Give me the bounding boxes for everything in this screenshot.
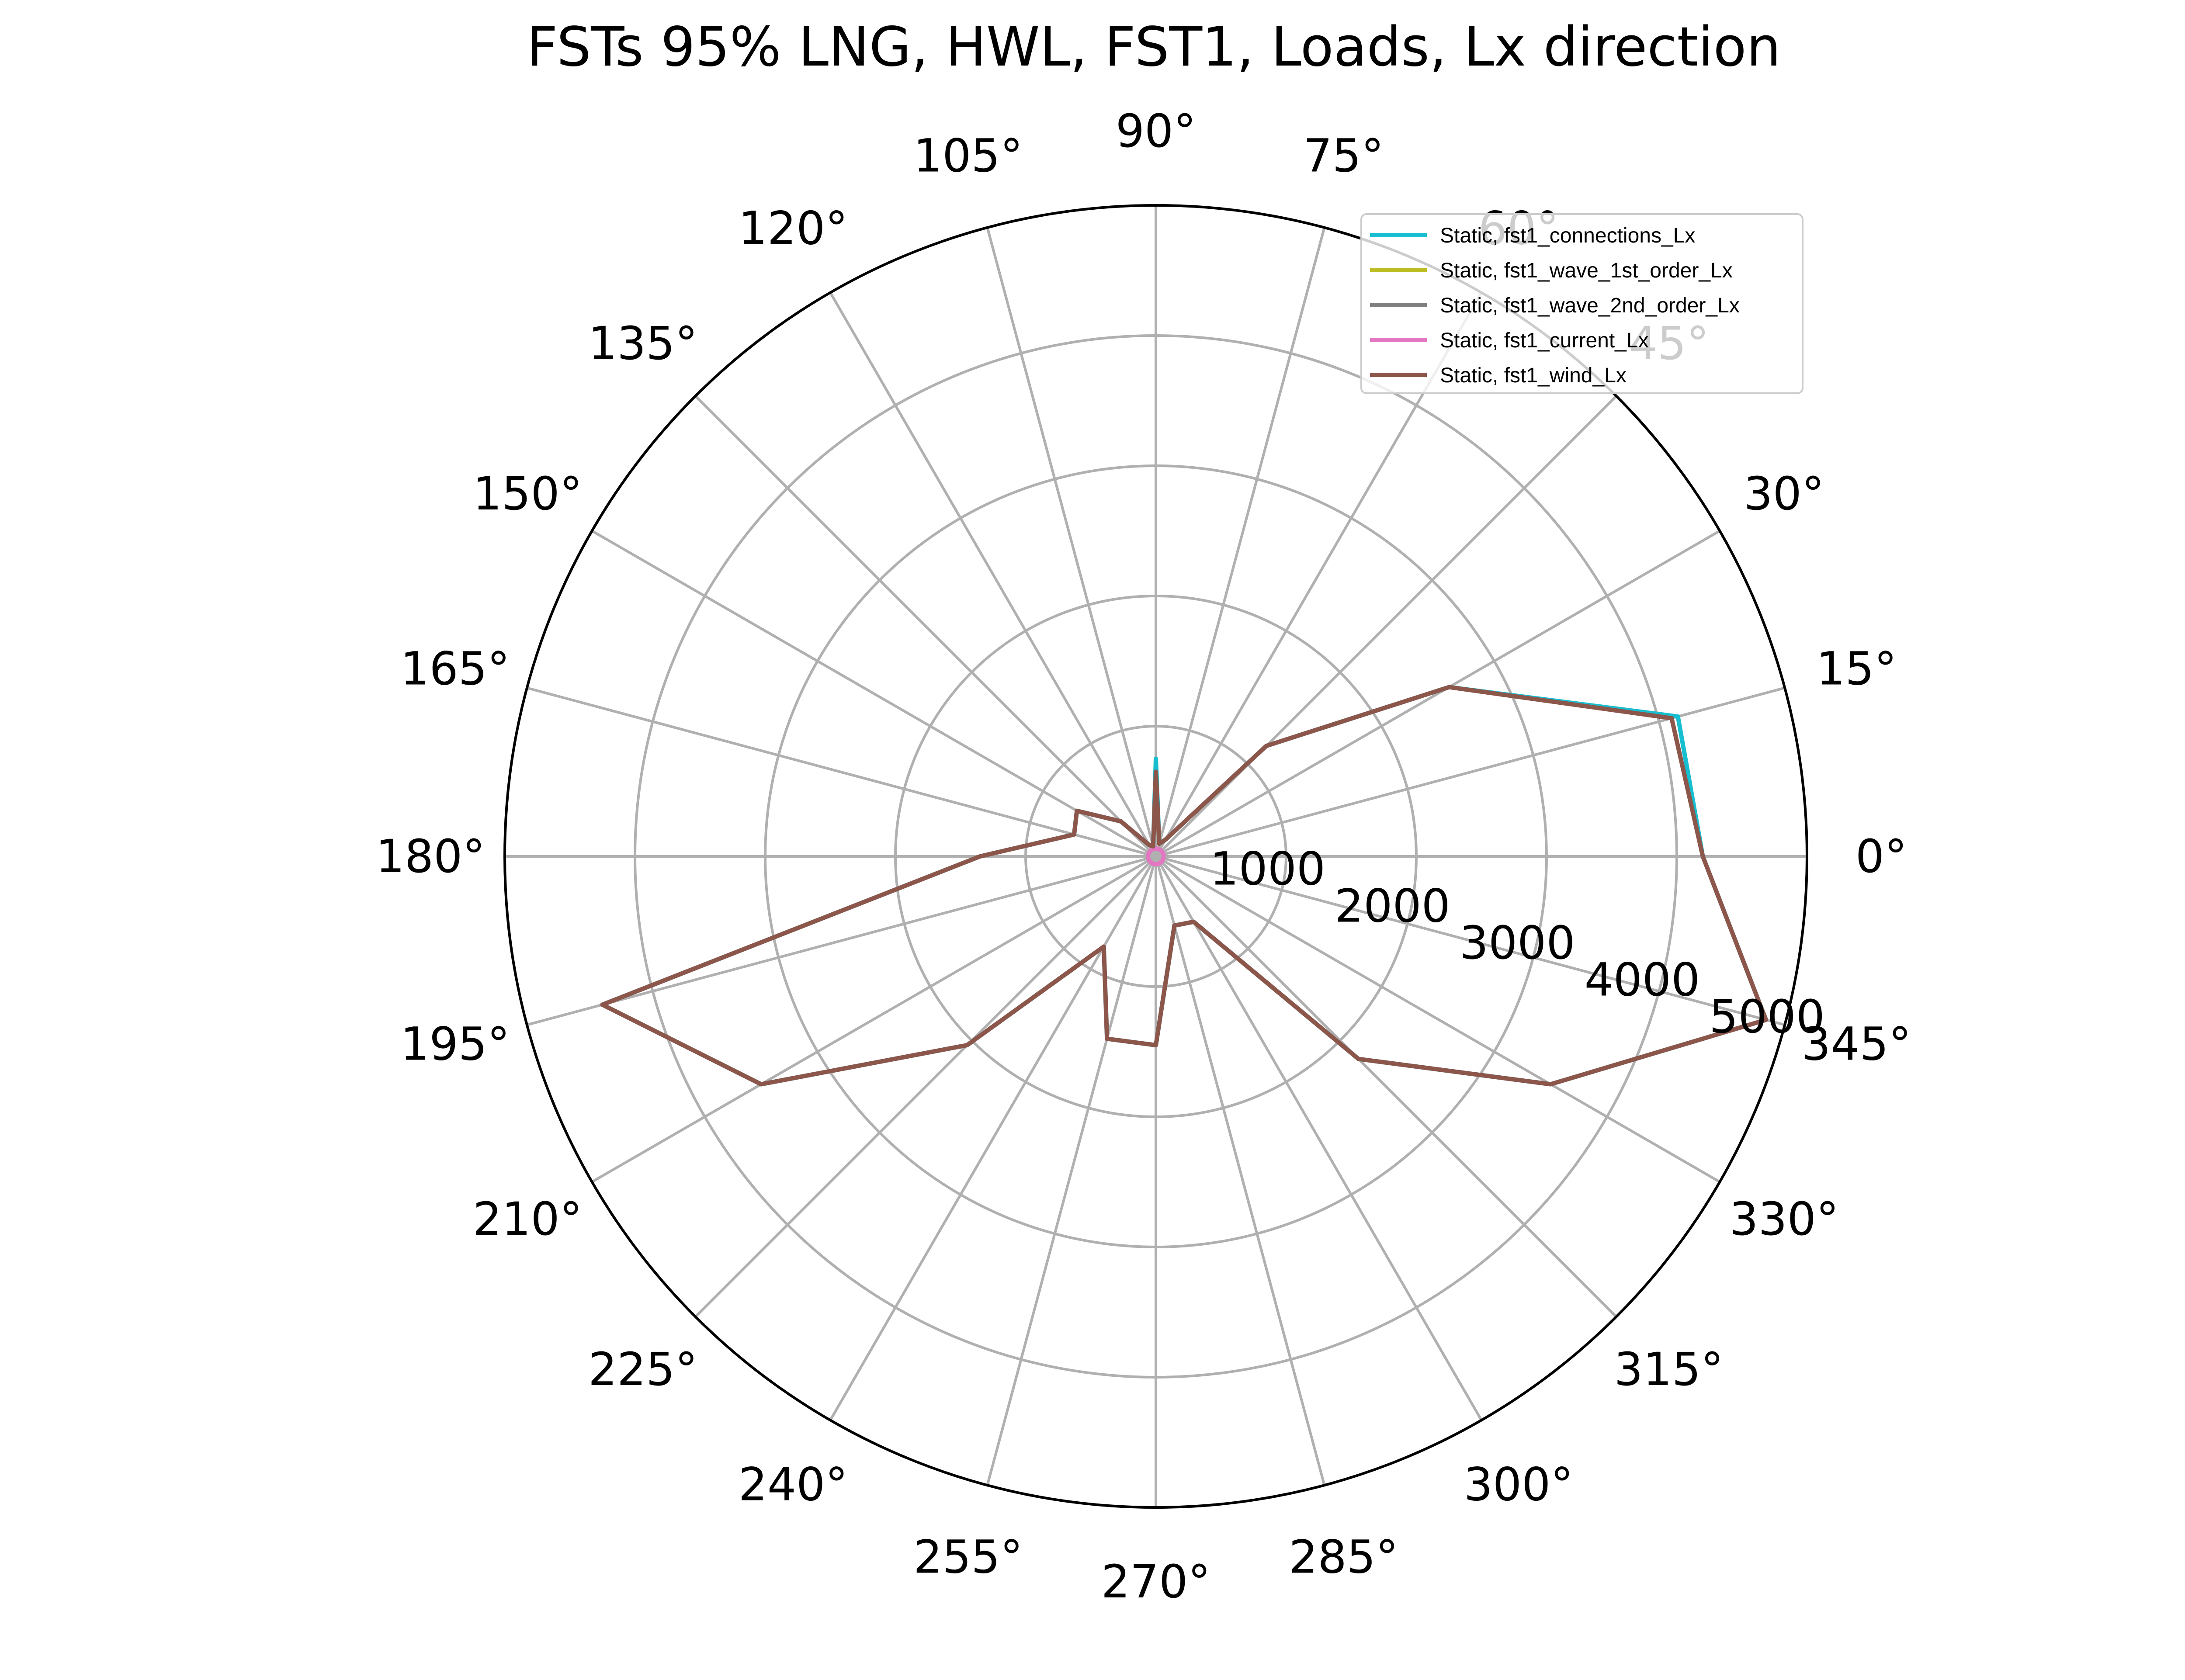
- theta-tick-label: 240°: [739, 1458, 848, 1511]
- theta-tick-label: 315°: [1614, 1343, 1724, 1396]
- theta-gridline-120: [829, 292, 1157, 857]
- theta-tick-label: 300°: [1464, 1458, 1574, 1511]
- theta-tick-label: 225°: [588, 1343, 698, 1396]
- theta-tick-label: 135°: [588, 317, 698, 370]
- theta-gridline-195: [526, 855, 1156, 1026]
- theta-tick-label: 120°: [739, 201, 848, 255]
- theta-gridline-240: [829, 856, 1157, 1421]
- r-tick-label: 5000: [1709, 990, 1825, 1043]
- theta-tick-label: 210°: [473, 1192, 583, 1246]
- label-layer: 0°15°30°45°60°75°90°105°120°135°150°165°…: [376, 104, 1911, 1608]
- theta-gridline-315: [1155, 855, 1617, 1318]
- r-tick-label: 2000: [1335, 879, 1450, 932]
- theta-tick-label: 75°: [1303, 129, 1384, 183]
- theta-gridline-135: [694, 395, 1157, 858]
- theta-tick-label: 105°: [913, 129, 1023, 183]
- theta-tick-label: 30°: [1744, 467, 1824, 520]
- theta-tick-label: 15°: [1816, 642, 1897, 695]
- theta-tick-label: 270°: [1101, 1555, 1211, 1608]
- legend-box: [1360, 213, 1803, 394]
- r-tick-label: 1000: [1210, 842, 1325, 896]
- theta-tick-label: 195°: [400, 1018, 510, 1071]
- theta-gridline-345: [1155, 855, 1786, 1026]
- theta-tick-label: 285°: [1289, 1530, 1398, 1583]
- theta-gridline-15: [1155, 686, 1786, 858]
- theta-gridline-210: [591, 855, 1157, 1183]
- theta-gridline-300: [1155, 856, 1483, 1421]
- theta-tick-label: 150°: [473, 467, 583, 520]
- theta-gridline-330: [1155, 855, 1720, 1183]
- theta-gridline-255: [986, 856, 1157, 1486]
- polar-frame: [503, 204, 1808, 1509]
- legend: Static, fst1_connections_Lx Static, fst1_…: [1360, 213, 1803, 394]
- legend-entry-label: Static, fst1_wave_1st_order_Lx: [1440, 259, 1733, 282]
- legend-entry-label: Static, fst1_wind_Lx: [1440, 364, 1627, 387]
- theta-tick-label: 0°: [1856, 830, 1907, 883]
- theta-tick-label: 180°: [376, 830, 486, 883]
- chart-title: FSTs 95% LNG, HWL, FST1, Loads, Lx direc…: [527, 16, 1781, 79]
- theta-tick-label: 165°: [400, 642, 510, 695]
- theta-tick-label: 255°: [913, 1530, 1023, 1583]
- theta-gridline-75: [1155, 227, 1326, 857]
- theta-gridline-285: [1155, 856, 1326, 1486]
- r-tick-label: 4000: [1585, 953, 1700, 1007]
- legend-entry-label: Static, fst1_current_Lx: [1440, 329, 1649, 352]
- theta-gridline-225: [694, 855, 1157, 1318]
- series-line-3: [1146, 846, 1166, 866]
- legend-entry-label: Static, fst1_wave_2nd_order_Lx: [1440, 294, 1740, 317]
- series-line-4: [600, 685, 1769, 1087]
- grid-layer: [503, 204, 1808, 1509]
- theta-tick-label: 345°: [1802, 1018, 1911, 1071]
- legend-entry-label: Static, fst1_connections_Lx: [1440, 224, 1695, 247]
- series-layer: [600, 685, 1769, 1087]
- theta-gridline-30: [1155, 530, 1720, 858]
- r-tick-label: 3000: [1460, 916, 1575, 970]
- theta-gridline-150: [591, 530, 1157, 858]
- theta-gridline-165: [526, 686, 1156, 858]
- theta-gridline-105: [986, 227, 1157, 857]
- theta-tick-label: 330°: [1729, 1192, 1839, 1246]
- theta-tick-label: 90°: [1116, 104, 1196, 158]
